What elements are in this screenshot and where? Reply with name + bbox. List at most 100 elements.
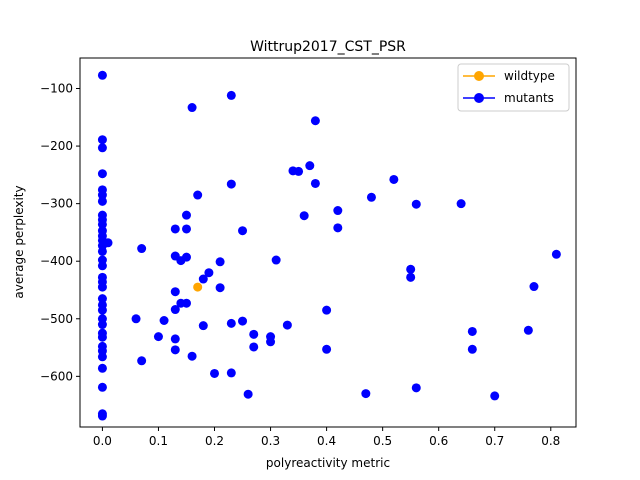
mutants-point [226, 368, 236, 378]
mutants-point [181, 210, 191, 220]
mutants-point [467, 326, 477, 336]
mutants-point [333, 206, 343, 216]
mutants-point [411, 383, 421, 393]
mutants-point [187, 351, 197, 361]
mutants-point [97, 363, 107, 373]
mutants-point [181, 224, 191, 234]
y-axis-label: average perplexity [12, 185, 26, 298]
y-axis-ticks: −100 −200 −300 −400 −500 −600 [40, 82, 80, 383]
mutants-point [310, 116, 320, 126]
mutants-point [406, 272, 416, 282]
legend: wildtype mutants [457, 63, 570, 112]
mutants-point [226, 179, 236, 189]
mutants-point [170, 287, 180, 297]
mutants-point [238, 226, 248, 236]
legend-mutants-marker [474, 93, 484, 103]
mutants-point [97, 219, 107, 229]
mutants-point [333, 223, 343, 233]
x-tick-label: 0.4 [317, 434, 336, 448]
mutants-point [249, 342, 259, 352]
y-tick-label: −100 [40, 82, 73, 96]
mutants-point [97, 261, 107, 271]
mutants-point [198, 321, 208, 331]
mutants-point [490, 391, 500, 401]
mutants-point [181, 298, 191, 308]
mutants-point [406, 264, 416, 274]
mutants-point [310, 178, 320, 188]
mutants-point [271, 255, 281, 265]
mutants-point [97, 320, 107, 330]
mutants-point [97, 282, 107, 292]
mutants-point [204, 268, 214, 278]
mutants-point [215, 257, 225, 267]
x-tick-label: 0.6 [429, 434, 448, 448]
mutants-point [131, 314, 141, 324]
x-axis-ticks: 0.0 0.1 0.2 0.3 0.4 0.5 0.6 0.7 0.8 [93, 427, 560, 448]
mutants-point [322, 344, 332, 354]
mutants-point [97, 305, 107, 315]
mutants-point [411, 199, 421, 209]
y-tick-label: −200 [40, 139, 73, 153]
legend-wildtype-label: wildtype [504, 69, 555, 83]
mutants-point [299, 211, 309, 221]
mutants-point [529, 282, 539, 292]
chart-title: Wittrup2017_CST_PSR [250, 39, 406, 55]
mutants-point [103, 238, 113, 248]
y-tick-label: −500 [40, 312, 73, 326]
mutants-point [153, 332, 163, 342]
y-tick-label: −400 [40, 254, 73, 268]
mutants-point [456, 199, 466, 209]
mutants-point [97, 294, 107, 304]
mutants-point [198, 274, 208, 284]
x-tick-label: 0.0 [93, 434, 112, 448]
legend-wildtype-marker [474, 71, 484, 81]
mutants-point [215, 283, 225, 293]
mutants-point [243, 389, 253, 399]
mutants-point [97, 169, 107, 179]
mutants-point [137, 244, 147, 254]
x-tick-label: 0.8 [541, 434, 560, 448]
mutants-point [97, 196, 107, 206]
mutants-point [97, 246, 107, 256]
x-tick-label: 0.2 [205, 434, 224, 448]
mutants-point [523, 325, 533, 335]
y-tick-label: −300 [40, 197, 73, 211]
data-points [97, 70, 561, 421]
mutants-point [97, 352, 107, 362]
mutants-point [282, 320, 292, 330]
mutants-point [322, 305, 332, 315]
mutants-point [210, 368, 220, 378]
mutants-point [97, 411, 107, 421]
mutants-point [170, 334, 180, 344]
mutants-point [294, 166, 304, 176]
mutants-point [467, 344, 477, 354]
mutants-point [389, 174, 399, 184]
mutants-point [187, 103, 197, 113]
x-tick-label: 0.7 [485, 434, 504, 448]
x-tick-label: 0.5 [373, 434, 392, 448]
y-tick-label: −600 [40, 369, 73, 383]
x-axis-label: polyreactivity metric [266, 456, 390, 470]
mutants-point [226, 318, 236, 328]
mutants-point [361, 389, 371, 399]
mutants-point [97, 135, 107, 145]
mutants-point [305, 161, 315, 171]
x-tick-label: 0.1 [149, 434, 168, 448]
mutants-point [97, 70, 107, 80]
mutants-point [97, 382, 107, 392]
mutants-point [249, 329, 259, 339]
mutants-point [366, 192, 376, 202]
mutants-point [226, 90, 236, 100]
mutants-point [170, 224, 180, 234]
mutants-point [193, 190, 203, 200]
mutants-point [266, 337, 276, 347]
mutants-point [170, 345, 180, 355]
mutants-point [97, 190, 107, 200]
mutants-point [97, 332, 107, 342]
wildtype-point [193, 282, 203, 292]
mutants-point [137, 356, 147, 366]
mutants-point [170, 305, 180, 315]
mutants-point [238, 316, 248, 326]
mutants-point [181, 252, 191, 262]
